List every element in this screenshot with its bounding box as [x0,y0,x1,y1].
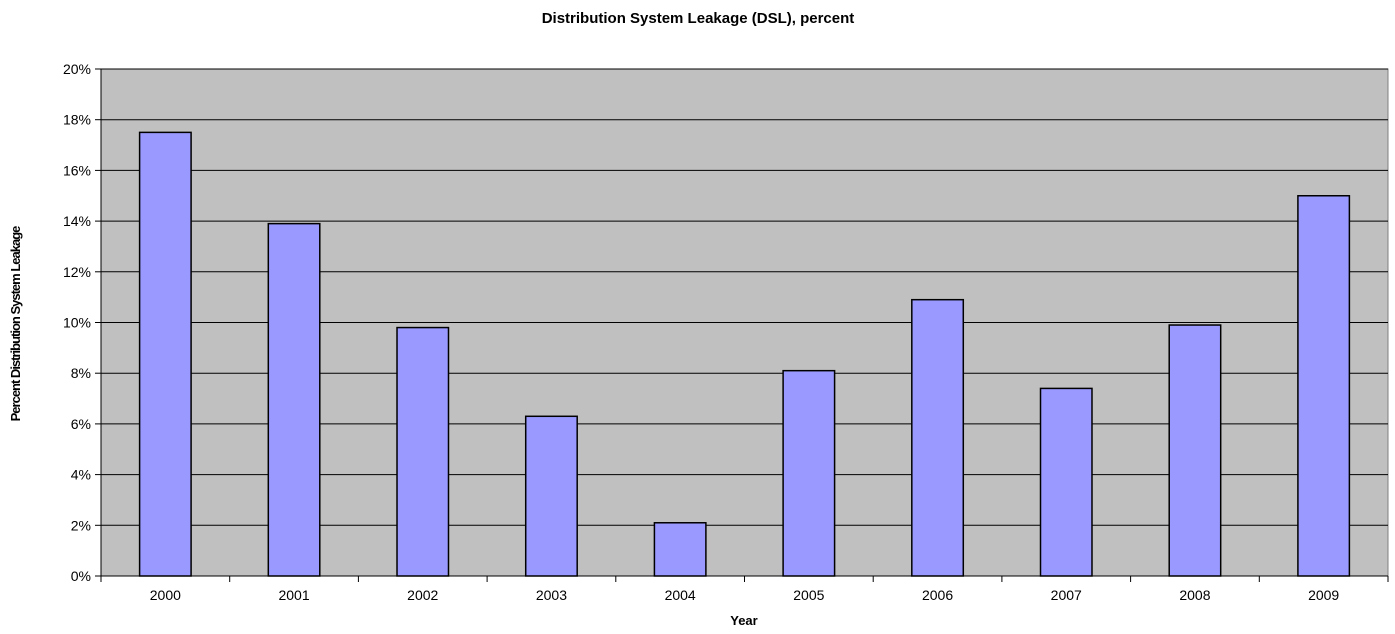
y-tick-label: 12% [63,264,91,280]
bar-2003 [524,415,578,577]
x-tick-label: 2001 [278,587,309,603]
x-tick-label: 2000 [150,587,181,603]
x-tick-label: 2006 [922,587,953,603]
bar-2005 [782,369,836,577]
y-tick-label: 10% [63,315,91,331]
x-tick-label: 2009 [1308,587,1339,603]
x-tick-label: 2008 [1179,587,1210,603]
x-tick-labels: 2000 2001 2002 2003 2004 2005 2006 2007 2008 2009 [150,587,1340,603]
axes [95,68,1389,582]
x-tick-label: 2002 [407,587,438,603]
x-tick-label: 2005 [793,587,824,603]
y-tick-label: 8% [71,365,91,381]
y-tick-label: 0% [71,568,91,584]
x-tick-label: 2003 [536,587,567,603]
x-tick-label: 2004 [665,587,696,603]
y-tick-label: 16% [63,162,91,178]
y-tick-label: 4% [71,467,91,483]
y-tick-label: 20% [63,61,91,77]
bar-2002 [396,326,450,577]
bar-2004 [653,522,707,577]
bar-2006 [911,298,965,577]
chart-title: Distribution System Leakage (DSL), perce… [542,10,855,27]
y-tick-label: 14% [63,213,91,229]
x-tick-label: 2007 [1051,587,1082,603]
y-tick-labels: 0% 2% 4% 6% 8% 10% 12% 14% 16% 18% 20% [63,61,91,584]
bar-2000 [138,131,192,577]
y-tick-label: 18% [63,112,91,128]
bar-2008 [1168,324,1222,577]
bar-2001 [267,222,321,577]
bar-2007 [1039,387,1093,577]
y-tick-label: 6% [71,416,91,432]
x-axis-title: Year [730,613,757,628]
y-tick-label: 2% [71,517,91,533]
bar-2009 [1297,195,1351,577]
y-axis-title: Percent Distribution System Leakage [8,226,23,422]
